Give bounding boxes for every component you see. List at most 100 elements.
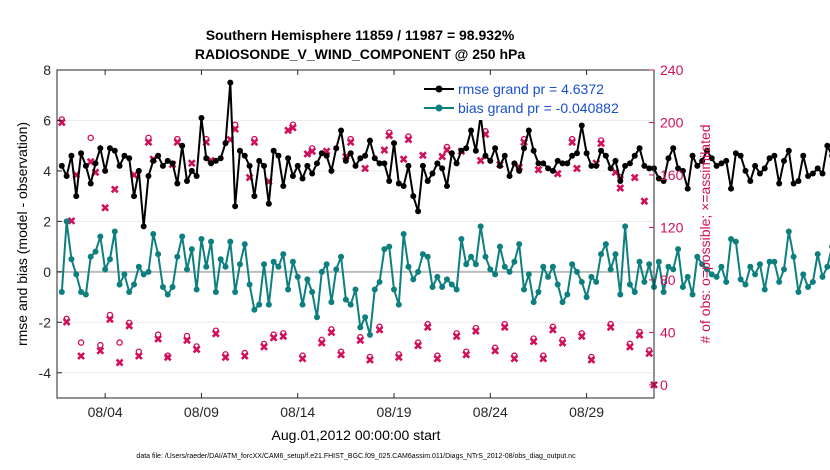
bias-point bbox=[487, 266, 494, 273]
bias-point bbox=[362, 314, 369, 321]
obs-assimilated-marker bbox=[471, 327, 480, 336]
rmse-point bbox=[496, 162, 503, 169]
bias-point bbox=[333, 266, 340, 273]
bias-point bbox=[756, 261, 763, 268]
bias-point bbox=[679, 283, 686, 290]
bias-point bbox=[419, 251, 426, 258]
bias-point bbox=[708, 271, 715, 278]
obs-possible-marker bbox=[97, 341, 104, 349]
bias-point bbox=[58, 289, 65, 296]
obs-assimilated-marker bbox=[67, 216, 76, 225]
bias-point bbox=[607, 266, 614, 273]
bias-point bbox=[458, 236, 465, 243]
rmse-point bbox=[824, 142, 830, 149]
bias-point bbox=[569, 261, 576, 268]
obs-assimilated-marker bbox=[134, 352, 143, 360]
obs-assimilated-marker bbox=[106, 315, 114, 324]
rmse-point bbox=[516, 167, 523, 174]
rmse-point bbox=[246, 162, 253, 169]
obs-assimilated-marker bbox=[380, 146, 389, 154]
bias-point bbox=[728, 236, 735, 243]
bias-point bbox=[530, 299, 537, 306]
rmse-point bbox=[598, 147, 605, 154]
bias-point bbox=[468, 253, 475, 260]
bias-point bbox=[525, 271, 532, 278]
bias-point bbox=[453, 286, 460, 293]
rmse-point bbox=[362, 152, 369, 159]
bias-point bbox=[660, 289, 667, 296]
y-left-tick-label: 4 bbox=[43, 163, 51, 179]
obs-assimilated-marker bbox=[394, 353, 403, 362]
rmse-point bbox=[472, 147, 479, 154]
rmse-point bbox=[593, 162, 600, 169]
bias-point bbox=[675, 246, 682, 253]
bias-point bbox=[193, 286, 200, 293]
rmse-point bbox=[655, 175, 662, 182]
obs-assimilated-marker bbox=[250, 138, 259, 147]
bias-point bbox=[573, 268, 580, 275]
bias-point bbox=[188, 246, 195, 253]
bias-point bbox=[217, 256, 224, 263]
obs-assimilated-marker bbox=[288, 123, 297, 132]
rmse-point bbox=[395, 180, 402, 187]
rmse-point bbox=[289, 172, 296, 179]
bias-point bbox=[135, 263, 142, 270]
bias-point bbox=[251, 306, 258, 313]
rmse-point bbox=[622, 162, 629, 169]
rmse-point bbox=[439, 165, 446, 172]
bias-point bbox=[496, 243, 503, 250]
bias-point bbox=[549, 263, 556, 270]
rmse-point bbox=[410, 193, 417, 200]
rmse-point bbox=[583, 150, 590, 157]
rmse-point bbox=[405, 162, 412, 169]
bias-point bbox=[309, 289, 316, 296]
bias-point bbox=[742, 281, 749, 288]
rmse-point bbox=[97, 145, 104, 152]
obs-assimilated-marker bbox=[616, 184, 625, 192]
obs-assimilated-marker bbox=[260, 342, 268, 351]
rmse-point bbox=[569, 152, 576, 159]
bias-point bbox=[318, 268, 325, 275]
rmse-point bbox=[415, 208, 422, 215]
rmse-point bbox=[371, 155, 378, 162]
obs-assimilated-marker bbox=[183, 336, 191, 345]
obs-possible-marker bbox=[77, 339, 85, 346]
bias-point bbox=[391, 286, 398, 293]
x-tick-label: 08/19 bbox=[376, 404, 411, 420]
rmse-point bbox=[814, 165, 821, 172]
rmse-point bbox=[588, 162, 595, 169]
bias-point bbox=[371, 286, 378, 293]
rmse-point bbox=[212, 157, 219, 164]
bias-point bbox=[439, 283, 446, 290]
bias-point bbox=[559, 299, 566, 306]
rmse-point bbox=[376, 160, 383, 167]
bias-point bbox=[400, 231, 407, 237]
bias-point bbox=[87, 253, 94, 260]
rmse-point bbox=[780, 157, 787, 164]
rmse-point bbox=[732, 150, 739, 157]
rmse-point bbox=[193, 172, 200, 179]
rmse-point bbox=[809, 170, 816, 177]
rmse-point bbox=[400, 183, 407, 190]
rmse-point bbox=[540, 160, 547, 167]
bias-point bbox=[602, 241, 609, 248]
rmse-point bbox=[265, 200, 272, 207]
bias-point bbox=[670, 266, 677, 273]
bias-point bbox=[800, 271, 807, 278]
obs-assimilated-marker bbox=[385, 131, 394, 140]
rmse-point bbox=[304, 162, 311, 169]
rmse-point bbox=[559, 160, 566, 167]
bias-point bbox=[111, 228, 118, 235]
obs-assimilated-marker bbox=[163, 353, 172, 362]
bias-point bbox=[395, 301, 402, 308]
bias-point bbox=[227, 238, 234, 245]
bias-point bbox=[116, 281, 123, 288]
rmse-point bbox=[338, 127, 345, 134]
rmse-point bbox=[227, 79, 234, 86]
y-right-tick-label: 200 bbox=[660, 114, 684, 130]
obs-assimilated-marker bbox=[361, 164, 370, 173]
rmse-point bbox=[766, 155, 773, 162]
bias-point bbox=[718, 263, 725, 270]
bias-point bbox=[588, 273, 595, 280]
rmse-point bbox=[506, 172, 513, 179]
